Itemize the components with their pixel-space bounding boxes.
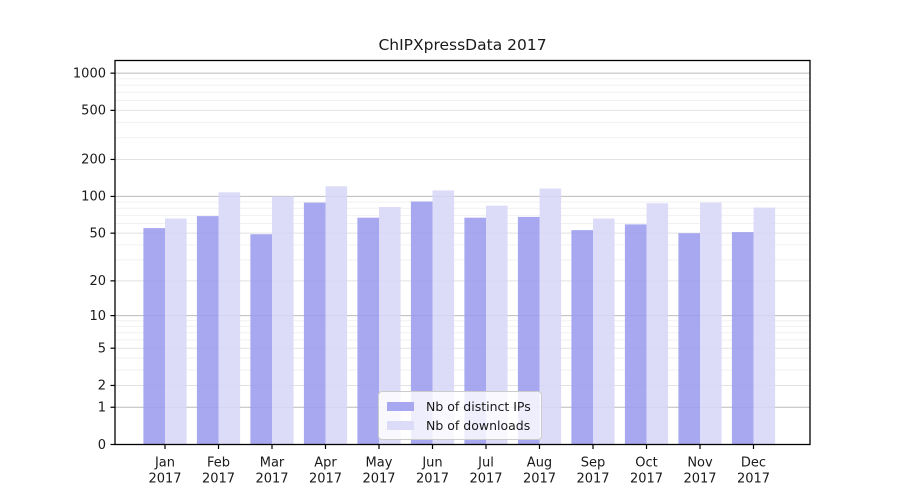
x-tick-label-month-feb: Feb xyxy=(207,456,230,471)
legend-swatch-downloads xyxy=(387,420,414,430)
bar-downloads-feb xyxy=(218,192,241,445)
bar-downloads-apr xyxy=(325,186,348,445)
bar-ips-nov xyxy=(678,233,700,445)
y-tick-label-0: 0 xyxy=(98,438,106,453)
bar-ips-sep xyxy=(571,230,593,445)
legend-item-downloads: Nb of downloads xyxy=(387,417,531,433)
legend-item-distinct-ips: Nb of distinct IPs xyxy=(387,398,531,414)
x-tick-label-year-sep: 2017 xyxy=(576,472,609,487)
x-axis: Jan2017Feb2017Mar2017Apr2017May2017Jun20… xyxy=(148,444,770,487)
x-tick-label-month-nov: Nov xyxy=(687,456,713,471)
y-tick-label-5: 5 xyxy=(98,341,106,356)
x-tick-label-year-mar: 2017 xyxy=(255,472,288,487)
y-tick-label-10: 10 xyxy=(89,309,106,324)
series-distinct-ips xyxy=(143,201,754,445)
x-tick-label-month-sep: Sep xyxy=(581,456,606,471)
bar-downloads-jul xyxy=(486,205,508,445)
x-tick-label-year-nov: 2017 xyxy=(683,472,716,487)
y-tick-label-50: 50 xyxy=(89,226,106,241)
x-tick-label-month-aug: Aug xyxy=(527,456,552,471)
x-tick-label-year-may: 2017 xyxy=(362,472,395,487)
y-axis: 0 1 2 5 10 20 50 100 200 500 1000 xyxy=(73,66,115,453)
legend: Nb of distinct IPs Nb of downloads xyxy=(378,391,542,440)
bar-downloads-oct xyxy=(646,203,669,445)
x-tick-label-month-jun: Jun xyxy=(421,456,442,471)
plot-border xyxy=(114,59,811,446)
bar-ips-jul xyxy=(464,217,486,445)
bar-downloads-jun xyxy=(432,190,455,445)
x-tick-label-month-jan: Jan xyxy=(154,456,175,471)
legend-label-distinct-ips: Nb of distinct IPs xyxy=(426,398,531,414)
x-tick-label-month-apr: Apr xyxy=(314,456,337,471)
bar-ips-jan xyxy=(143,228,165,445)
y-tick-label-200: 200 xyxy=(81,153,106,168)
bar-downloads-jan xyxy=(165,218,187,445)
chart-title: ChIPXpressData 2017 xyxy=(378,36,547,54)
x-tick-label-month-dec: Dec xyxy=(741,456,766,471)
x-tick-label-year-jan: 2017 xyxy=(148,472,181,487)
bar-ips-jun xyxy=(410,201,433,445)
bars xyxy=(143,186,776,445)
x-tick-label-month-oct: Oct xyxy=(635,456,657,471)
x-tick-label-year-oct: 2017 xyxy=(630,472,663,487)
bar-downloads-aug xyxy=(539,188,562,445)
y-tick-label-20: 20 xyxy=(89,274,106,289)
bar-ips-dec xyxy=(731,232,754,445)
bar-ips-aug xyxy=(517,216,540,445)
bar-ips-may xyxy=(357,217,379,445)
bar-ips-oct xyxy=(624,224,647,445)
y-tick-label-100: 100 xyxy=(81,190,106,205)
bar-downloads-sep xyxy=(593,218,615,445)
y-tick-label-1: 1 xyxy=(98,401,106,416)
y-tick-label-2: 2 xyxy=(98,379,106,394)
legend-swatch-distinct-ips xyxy=(387,401,414,411)
y-tick-label-1000: 1000 xyxy=(73,66,106,81)
bar-downloads-nov xyxy=(700,202,722,445)
bar-downloads-mar xyxy=(272,196,294,445)
bar-downloads-may xyxy=(379,207,401,445)
x-tick-label-year-jun: 2017 xyxy=(416,472,449,487)
x-tick-label-year-apr: 2017 xyxy=(309,472,342,487)
x-tick-label-month-jul: Jul xyxy=(477,456,494,471)
series-downloads xyxy=(165,186,776,445)
bar-ips-apr xyxy=(303,202,326,445)
x-tick-label-year-jul: 2017 xyxy=(469,472,502,487)
bar-ips-mar xyxy=(250,234,272,445)
x-tick-label-year-aug: 2017 xyxy=(523,472,556,487)
bar-ips-feb xyxy=(196,216,219,445)
bar-downloads-dec xyxy=(753,207,776,445)
x-tick-label-year-feb: 2017 xyxy=(202,472,235,487)
x-tick-label-year-dec: 2017 xyxy=(737,472,770,487)
y-tick-label-500: 500 xyxy=(81,104,106,119)
x-tick-label-month-may: May xyxy=(366,456,393,471)
x-tick-label-month-mar: Mar xyxy=(260,456,285,471)
legend-label-downloads: Nb of downloads xyxy=(426,417,531,433)
